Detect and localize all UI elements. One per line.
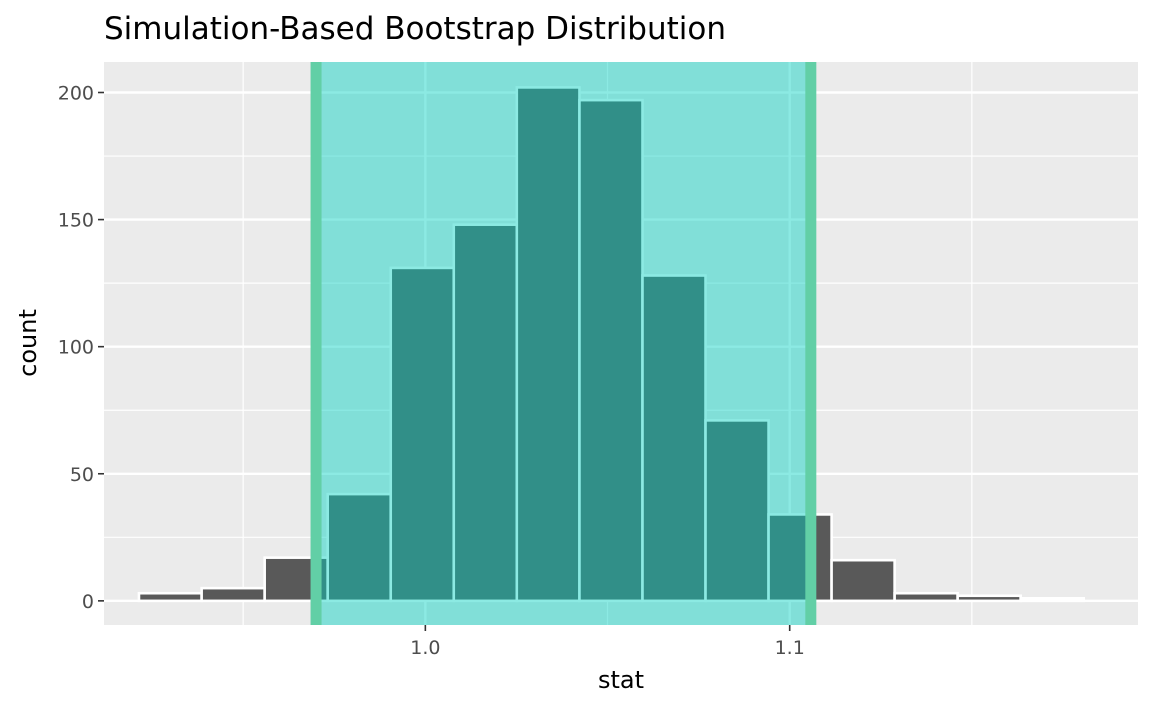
confidence-interval-shading: [310, 62, 817, 625]
histogram-bar: [767, 513, 833, 603]
x-axis: 1.0 1.1: [410, 625, 805, 659]
histogram-bar: [389, 266, 456, 603]
y-axis: 0 50 100 150 200: [58, 83, 104, 613]
x-axis-title: stat: [598, 666, 644, 694]
histogram-bar: [137, 591, 203, 603]
histogram-bar: [1019, 597, 1086, 603]
y-axis-title: count: [14, 309, 42, 377]
histogram-bar: [515, 86, 581, 603]
histogram-bar: [956, 594, 1022, 603]
histogram-bar: [704, 419, 770, 603]
y-tick-label: 50: [70, 464, 94, 486]
histogram-bar: [326, 492, 393, 603]
y-tick-label: 150: [58, 210, 94, 232]
x-tick-label: 1.0: [410, 637, 440, 659]
histogram-bars: [137, 86, 1086, 603]
x-tick-label: 1.1: [775, 637, 805, 659]
histogram-bar: [641, 274, 707, 603]
y-tick-label: 100: [58, 337, 94, 359]
y-tick-label: 0: [82, 591, 94, 613]
histogram-bar: [893, 591, 959, 603]
chart-title: Simulation-Based Bootstrap Distribution: [104, 11, 726, 47]
histogram-bar: [452, 223, 519, 603]
ci-shaded-region: [316, 62, 811, 625]
histogram-bar: [830, 558, 896, 603]
y-tick-label: 200: [58, 83, 94, 105]
histogram-bar: [200, 586, 266, 603]
